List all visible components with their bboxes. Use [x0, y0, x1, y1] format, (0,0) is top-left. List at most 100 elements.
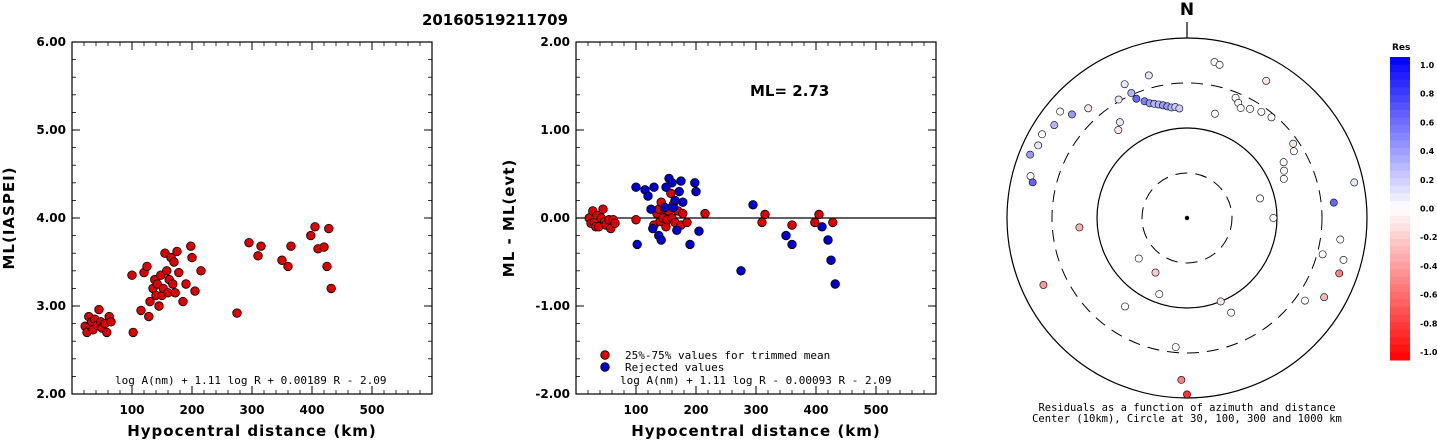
- station-point: [1039, 281, 1048, 289]
- data-point: [102, 327, 112, 338]
- colorbar-cell: [1390, 140, 1410, 149]
- station-point: [1056, 107, 1065, 116]
- colorbar-cell: [1390, 125, 1410, 134]
- colorbar-cell: [1390, 299, 1410, 308]
- colorbar-cell: [1390, 200, 1410, 209]
- data-point: [169, 257, 179, 267]
- colorbar-cell: [1390, 337, 1410, 346]
- rejected-point: [674, 186, 684, 197]
- data-point: [286, 241, 296, 251]
- data-point: [106, 317, 116, 327]
- station-point: [1269, 214, 1278, 222]
- station-point: [1262, 76, 1271, 85]
- station-point: [1028, 178, 1037, 187]
- station-point: [1279, 158, 1288, 167]
- station-point: [1257, 107, 1266, 116]
- rejected-point: [667, 178, 677, 188]
- data-point: [170, 288, 180, 298]
- station-point: [1280, 166, 1288, 175]
- north-label: N: [1180, 0, 1194, 20]
- panel2-xtick-label: 500: [863, 403, 888, 417]
- colorbar-cell: [1390, 193, 1410, 202]
- panel2-legend: 25%-75% values for trimmed mean Rejected…: [600, 349, 830, 374]
- station-point: [1038, 130, 1046, 139]
- colorbar-tick-label: -0.4: [1420, 262, 1437, 271]
- rejected-point: [632, 239, 642, 250]
- panel1-ytick-label: 2.00: [36, 387, 66, 401]
- legend-marker-trimmed-mean: [600, 350, 610, 360]
- panel1-points: [80, 222, 336, 338]
- station-point: [1301, 296, 1309, 305]
- panel1-frame: [71, 41, 433, 395]
- data-point: [142, 261, 152, 272]
- data-point: [190, 286, 200, 296]
- colorbar-title: Res: [1392, 43, 1410, 53]
- station-point: [1256, 194, 1264, 203]
- data-point: [144, 311, 154, 322]
- station-point: [1216, 297, 1225, 306]
- data-point: [322, 261, 332, 272]
- station-point: [1114, 126, 1123, 134]
- panel1-ticks: 2.00 3.00 4.00 5.00 6.00 100 200 300 400 500: [36, 35, 432, 417]
- trimmed-mean-point: [814, 209, 824, 220]
- trimmed-mean-point: [678, 208, 688, 219]
- data-point: [168, 279, 178, 289]
- data-point: [283, 261, 293, 272]
- data-point: [172, 246, 182, 257]
- rejected-point: [830, 279, 840, 289]
- rejected-point: [736, 266, 746, 276]
- polar-dashed-circle-30km: [1141, 172, 1233, 264]
- colorbar-tick-label: 0.0: [1420, 205, 1435, 214]
- station-point: [1177, 376, 1186, 384]
- data-point: [324, 223, 334, 234]
- residual-colorbar: Res 1.0 0.8 0.6 0.4 0.2 0.0 -0.2 -0.4 -0.6 -0.8 -1…: [1390, 43, 1437, 361]
- station-point: [1215, 60, 1224, 69]
- panel1-xtick-label: 200: [179, 403, 204, 417]
- panel2-ytick-label: 2.00: [540, 35, 570, 49]
- station-point: [1335, 269, 1344, 278]
- colorbar-tick-label: 0.8: [1420, 90, 1435, 99]
- trimmed-mean-point: [631, 215, 641, 225]
- legend-label-trimmed-mean: 25%-75% values for trimmed mean: [625, 349, 830, 362]
- station-point: [1183, 390, 1191, 399]
- station-point: [1075, 223, 1084, 232]
- colorbar-cell: [1390, 216, 1410, 225]
- panel1-ytick-label: 5.00: [36, 123, 66, 137]
- colorbar-cell: [1390, 284, 1410, 293]
- station-point: [1132, 94, 1141, 103]
- station-point: [1084, 104, 1093, 113]
- colorbar-cell: [1390, 117, 1410, 126]
- colorbar-cell: [1390, 322, 1410, 331]
- panel2-xtick-label: 200: [683, 403, 708, 417]
- data-point: [196, 266, 206, 276]
- colorbar-cell: [1390, 329, 1410, 338]
- data-point: [277, 255, 287, 265]
- legend-label-rejected: Rejected values: [625, 361, 724, 374]
- data-point: [162, 266, 172, 276]
- rejected-point: [691, 186, 701, 197]
- data-point: [232, 308, 242, 318]
- station-point: [1115, 118, 1124, 127]
- station-point: [1339, 256, 1348, 264]
- station-point: [1120, 80, 1129, 89]
- rejected-point: [643, 191, 653, 201]
- trimmed-mean-point: [810, 217, 820, 228]
- colorbar-cell: [1390, 253, 1410, 263]
- data-point: [310, 222, 320, 232]
- residual-vs-distance-panel: -2.00 -1.00 0.00 1.00 2.00 100 200 300 400 500 ML…: [500, 35, 937, 440]
- colorbar-cell: [1390, 178, 1410, 187]
- panel1-xtick-label: 400: [299, 403, 324, 417]
- rejected-point: [670, 195, 680, 206]
- colorbar-cell: [1390, 132, 1410, 141]
- rejected-point: [646, 204, 656, 214]
- panel1-xtick-label: 500: [359, 403, 384, 417]
- colorbar-cell: [1390, 276, 1410, 285]
- panel1-ytick-label: 6.00: [36, 35, 66, 49]
- data-point: [128, 327, 138, 338]
- data-point: [136, 305, 146, 316]
- magnitude-vs-distance-panel: 2.00 3.00 4.00 5.00 6.00 100 200 300 400 500 log …: [0, 35, 433, 440]
- data-point: [154, 301, 164, 311]
- panel1-xtick-label: 100: [119, 403, 144, 417]
- rejected-point: [787, 239, 797, 250]
